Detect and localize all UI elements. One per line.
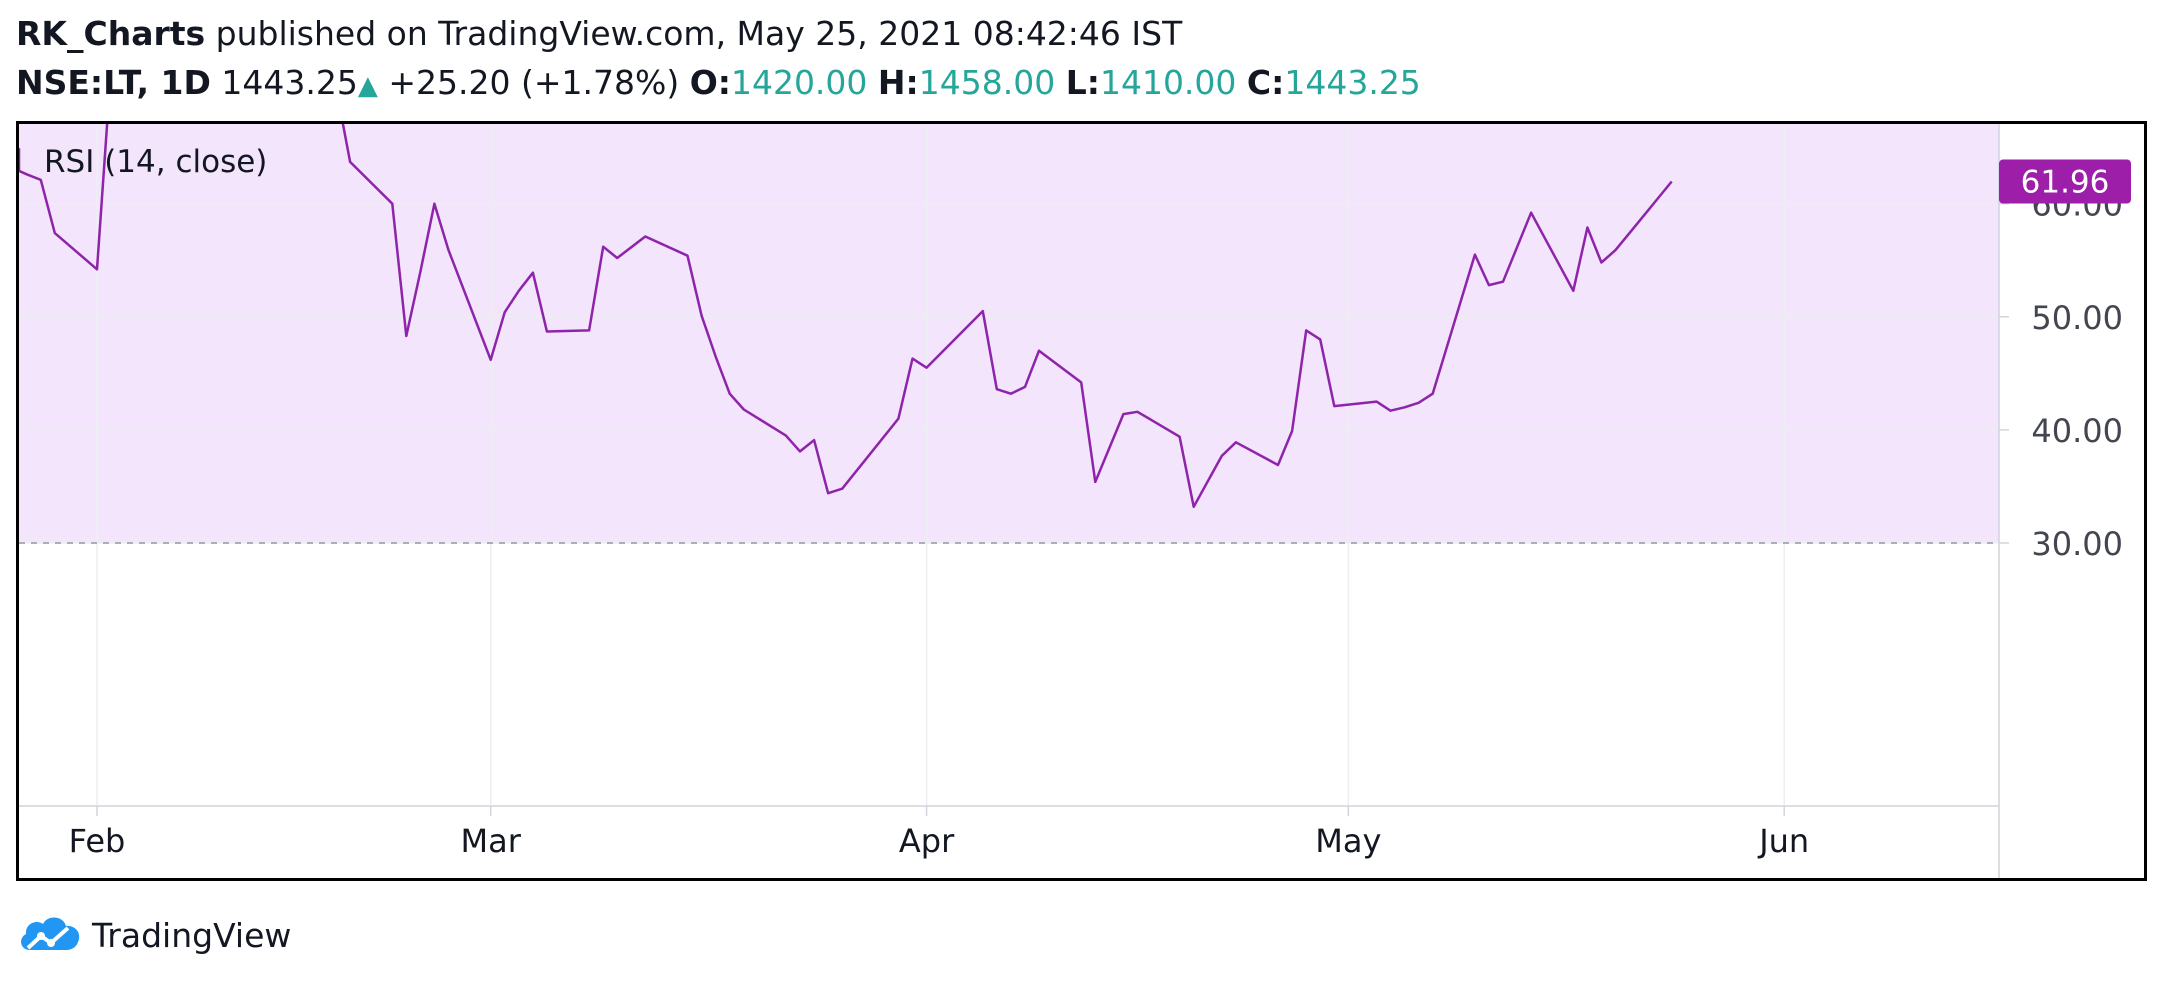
x-tick-label[interactable]: May bbox=[1315, 822, 1381, 860]
last-value-label: 61.96 bbox=[1999, 159, 2131, 204]
author-name[interactable]: RK_Charts bbox=[16, 14, 206, 53]
x-tick-label[interactable]: Mar bbox=[460, 822, 521, 860]
x-tick-label[interactable]: Apr bbox=[899, 822, 955, 860]
y-tick-label[interactable]: 30.00 bbox=[2031, 525, 2123, 563]
open-label: O: bbox=[689, 63, 731, 102]
rsi-band bbox=[19, 124, 1999, 543]
low-label: L: bbox=[1065, 63, 1100, 102]
low-value: 1410.00 bbox=[1099, 63, 1237, 102]
symbol-line: NSE:LT, 1D 1443.25▲ +25.20 (+1.78%) O:14… bbox=[16, 61, 1421, 108]
time-axis[interactable]: Feb Mar Apr May Jun bbox=[69, 806, 1810, 860]
tradingview-cloud-icon bbox=[21, 917, 80, 950]
close-label: C: bbox=[1246, 63, 1285, 102]
indicator-label[interactable]: RSI (14, close) bbox=[44, 144, 267, 180]
y-tick-label[interactable]: 40.00 bbox=[2031, 412, 2123, 450]
last-value-text: 61.96 bbox=[2021, 165, 2110, 201]
vertical-gridlines bbox=[96, 124, 1785, 806]
logo-text: TradingView bbox=[92, 915, 292, 955]
published-text: published on TradingView.com, May 25, 20… bbox=[215, 14, 1183, 53]
price-change: +25.20 (+1.78%) bbox=[388, 63, 680, 102]
open-value: 1420.00 bbox=[730, 63, 868, 102]
up-triangle-icon: ▲ bbox=[357, 71, 378, 101]
last-price: 1443.25 bbox=[221, 63, 358, 102]
high-value: 1458.00 bbox=[918, 63, 1056, 102]
close-value: 1443.25 bbox=[1284, 63, 1421, 102]
x-tick-label[interactable]: Feb bbox=[69, 822, 126, 860]
rsi-line bbox=[19, 124, 1673, 509]
y-tick-label[interactable]: 50.00 bbox=[2031, 299, 2123, 337]
last-value-badge bbox=[1999, 159, 2131, 204]
x-tick-label[interactable]: Jun bbox=[1757, 822, 1809, 860]
high-label: H: bbox=[877, 63, 919, 102]
tradingview-logo[interactable]: TradingView bbox=[16, 910, 291, 960]
symbol-label: NSE:LT, 1D bbox=[16, 63, 211, 102]
publish-line: RK_Charts published on TradingView.com, … bbox=[16, 12, 1182, 56]
